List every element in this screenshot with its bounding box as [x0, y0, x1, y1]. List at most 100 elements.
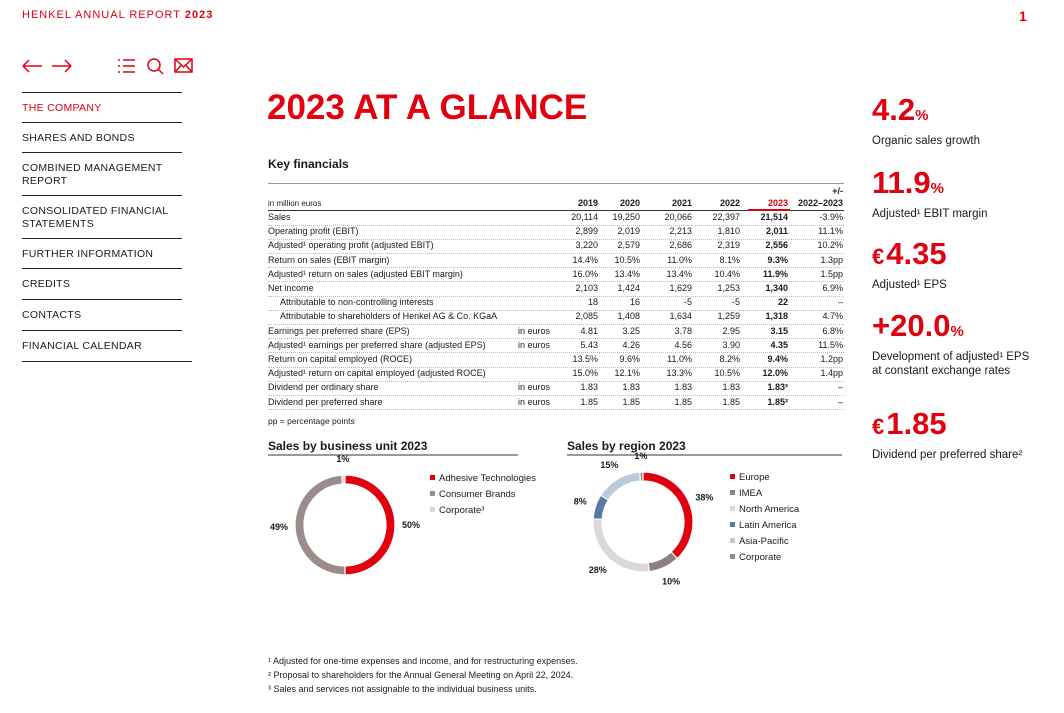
- cell-value: 11.9%: [762, 268, 788, 279]
- kpi-value-row: +20.0%: [872, 308, 964, 344]
- cell-change: 6.8%: [822, 325, 843, 336]
- cell-value: 1,340: [765, 283, 788, 293]
- legend-marker: [430, 507, 435, 512]
- legend-marker: [730, 506, 735, 511]
- cell-value: 22: [777, 297, 788, 308]
- row-label: Sales: [268, 212, 291, 222]
- cell-value: 4.81: [580, 325, 598, 336]
- cell-value: 1.85²: [767, 396, 788, 407]
- cell-value: 13.4%: [666, 268, 692, 279]
- year-header: 2021: [671, 198, 692, 208]
- row-rule: [268, 323, 844, 325]
- row-rule: [268, 224, 844, 226]
- row-rule: [268, 295, 844, 297]
- cell-value: 3,220: [575, 240, 598, 251]
- kpi-value-row: 11.9%: [872, 165, 944, 201]
- menu-button[interactable]: [118, 59, 135, 73]
- cell-value: 10.5%: [614, 254, 640, 265]
- nav-item[interactable]: COMBINED MANAGEMENT REPORT: [22, 152, 182, 188]
- cell-value: 22,397: [712, 212, 740, 222]
- kpi-unit: %: [930, 180, 944, 197]
- toolbar: [22, 58, 193, 75]
- nav-item[interactable]: THE COMPANY: [22, 92, 182, 115]
- kpi-value: 11.9: [872, 165, 931, 200]
- data-label: 28%: [589, 565, 607, 575]
- back-button[interactable]: [22, 59, 42, 73]
- page-title: 2023 AT A GLANCE: [267, 88, 588, 127]
- kpi-value-row: €1.85: [872, 406, 947, 442]
- row-unit: in euros: [518, 396, 551, 407]
- row-rule: [268, 309, 844, 311]
- cell-value: 2,319: [717, 240, 740, 251]
- cell-value: 1.85: [674, 396, 692, 407]
- nav-item[interactable]: CONSOLIDATED FINANCIAL STATEMENTS: [22, 195, 182, 231]
- cell-value: 1,253: [717, 283, 740, 293]
- data-label: 15%: [600, 460, 618, 470]
- kpi-currency: €: [872, 244, 885, 269]
- row-unit: in euros: [518, 339, 551, 350]
- row-rule: [268, 267, 844, 269]
- row-rule: [268, 409, 844, 411]
- donut-segment: [294, 474, 346, 576]
- data-label: 8%: [574, 497, 587, 507]
- cell-value: 1,259: [717, 311, 740, 322]
- footnotes: ¹ Adjusted for one-time expenses and inc…: [268, 654, 578, 696]
- row-label: Adjusted¹ operating profit (adjusted EBI…: [268, 240, 434, 251]
- search-button[interactable]: [147, 58, 164, 75]
- cell-value: 4.56: [674, 339, 692, 350]
- row-label: Dividend per ordinary share: [268, 382, 379, 393]
- cell-value: 1,629: [669, 283, 692, 293]
- cell-change: 1.2pp: [820, 354, 843, 364]
- cell-value: 16: [629, 297, 640, 308]
- year-header: 2022: [719, 198, 740, 208]
- cell-value: 2,011: [765, 226, 788, 237]
- kpi-unit: %: [950, 323, 964, 340]
- nav-item[interactable]: CONTACTS: [22, 299, 182, 322]
- kpi-value: 4.2: [872, 92, 916, 127]
- cell-value: 9.4%: [767, 354, 788, 364]
- cell-value: 21,514: [760, 212, 788, 222]
- header-title: HENKEL ANNUAL REPORT: [22, 9, 181, 21]
- cell-value: 3.15: [770, 325, 788, 336]
- forward-button[interactable]: [52, 59, 72, 73]
- cell-value: 1.83²: [767, 382, 788, 393]
- header-rule: [268, 210, 844, 211]
- legend-marker: [730, 538, 735, 543]
- mail-button[interactable]: [174, 58, 193, 73]
- legend-marker: [730, 554, 735, 559]
- cell-value: 2,019: [617, 226, 640, 237]
- cell-value: 1,634: [669, 311, 692, 322]
- row-rule: [268, 366, 844, 368]
- nav-item[interactable]: FURTHER INFORMATION: [22, 238, 182, 261]
- row-label: Adjusted¹ return on sales (adjusted EBIT…: [268, 268, 463, 279]
- footnote: ² Proposal to shareholders for the Annua…: [268, 670, 574, 680]
- header-year: 2023: [184, 9, 214, 21]
- row-rule: [268, 352, 844, 354]
- cell-value: 4.26: [622, 339, 640, 350]
- legend-marker: [730, 474, 735, 479]
- kpi-label: Adjusted¹ EPS: [872, 279, 947, 291]
- row-rule: [268, 394, 844, 396]
- highlight-rule: [748, 209, 790, 211]
- cell-value: 13.3%: [666, 368, 692, 379]
- data-label: 49%: [270, 522, 288, 532]
- nav-divider: [22, 361, 192, 362]
- cell-change: 1.5pp: [820, 268, 843, 279]
- cell-value: 1.83: [622, 382, 640, 393]
- kpi-label: Organic sales growth: [872, 135, 981, 147]
- row-label: Return on capital employed (ROCE): [268, 354, 413, 364]
- cell-value: 1.83: [722, 382, 740, 393]
- cell-value: 10.5%: [714, 368, 740, 379]
- nav-item[interactable]: SHARES AND BONDS: [22, 122, 182, 145]
- row-label: Earnings per preferred share (EPS): [268, 325, 410, 336]
- cell-change: 1.3pp: [820, 254, 843, 265]
- cell-value: 3.25: [622, 325, 640, 336]
- cell-value: 2,686: [669, 240, 692, 251]
- donut-segment: [639, 471, 644, 482]
- nav-item[interactable]: FINANCIAL CALENDAR: [22, 330, 182, 353]
- cell-value: 9.3%: [767, 254, 788, 265]
- donut-segment: [642, 471, 694, 560]
- nav-item[interactable]: CREDITS: [22, 268, 182, 291]
- cell-value: 2,213: [669, 226, 692, 237]
- cell-value: 2,556: [765, 240, 788, 251]
